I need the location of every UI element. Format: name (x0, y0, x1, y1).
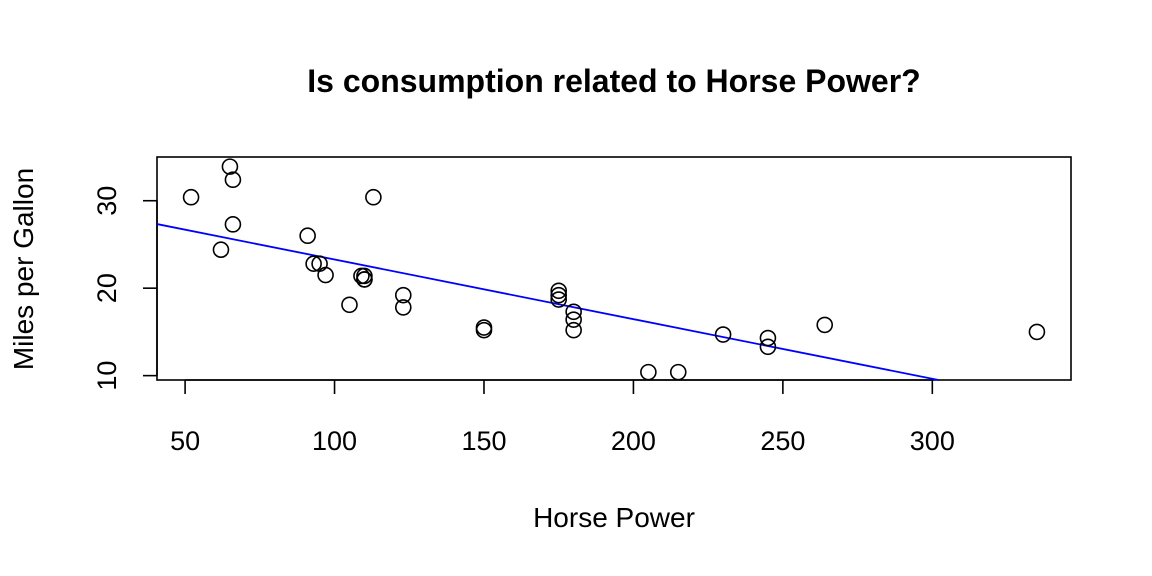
x-axis-label: Horse Power (533, 502, 695, 533)
data-point (640, 363, 657, 381)
data-point (565, 311, 582, 328)
data-point (305, 255, 322, 272)
y-tick-label: 30 (92, 186, 122, 216)
plot-frame (156, 156, 1072, 381)
data-point (759, 329, 777, 347)
data-point (759, 338, 777, 356)
data-point (365, 188, 382, 206)
x-tick-label: 200 (611, 426, 656, 456)
data-point (565, 303, 582, 321)
data-point (221, 158, 239, 175)
x-tick-label: 250 (760, 426, 805, 456)
data-point (212, 241, 230, 258)
x-tick-label: 100 (312, 426, 357, 456)
data-point (550, 291, 568, 308)
x-tick-label: 150 (461, 426, 506, 456)
data-point (550, 286, 568, 304)
regression-line (156, 223, 939, 381)
x-axis: 50 100 150 200 250 300 (170, 379, 955, 456)
data-point (299, 227, 316, 245)
data-point (317, 266, 334, 284)
data-point (341, 296, 358, 314)
y-tick-label: 20 (92, 273, 122, 303)
data-point (224, 216, 242, 233)
data-point (550, 282, 568, 300)
chart-title: Is consumption related to Horse Power? (307, 63, 920, 99)
data-point (224, 171, 242, 189)
data-point (475, 321, 493, 339)
data-point (669, 363, 687, 381)
y-axis-label: Miles per Gallon (8, 168, 39, 370)
trendline-layer (156, 223, 939, 381)
y-axis: 10 20 30 (92, 186, 158, 391)
points-layer (182, 158, 1046, 381)
data-point (816, 316, 834, 334)
data-point (182, 188, 200, 206)
data-point (565, 321, 582, 339)
data-point (394, 286, 412, 304)
data-point (353, 267, 370, 285)
x-tick-label: 300 (910, 426, 955, 456)
data-point (714, 326, 732, 343)
y-tick-label: 10 (92, 361, 122, 391)
data-point (394, 299, 412, 316)
data-point (1028, 323, 1046, 341)
x-tick-label: 50 (170, 426, 200, 456)
data-point (356, 271, 373, 288)
